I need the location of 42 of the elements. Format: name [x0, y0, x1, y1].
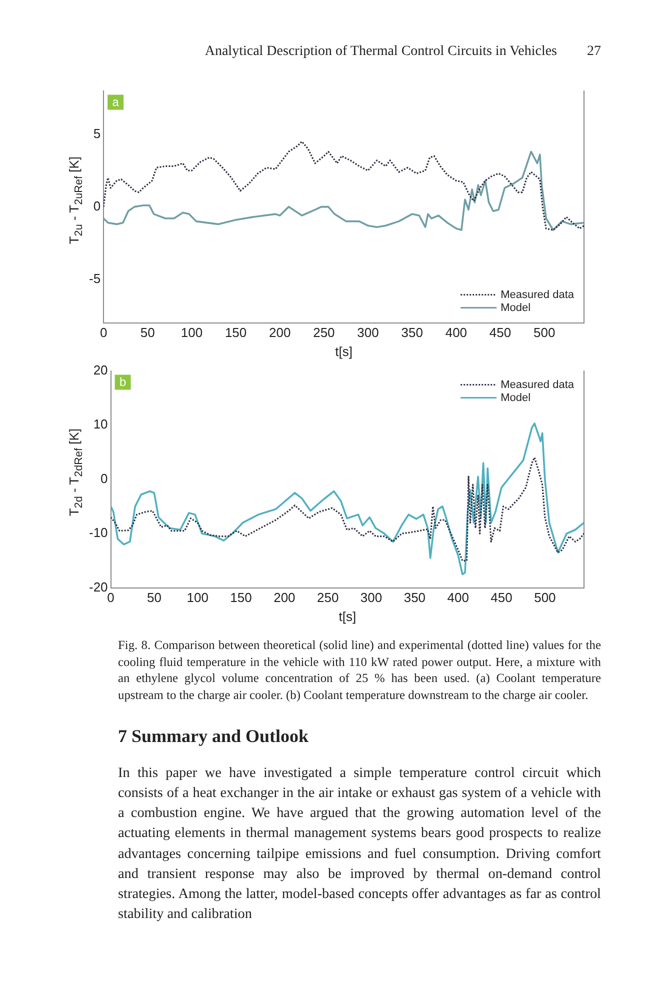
y-tick-label: 20 — [93, 362, 108, 378]
x-tick-label: 400 — [445, 325, 468, 340]
x-tick-label: 300 — [357, 325, 379, 340]
x-tick-label: 200 — [269, 325, 291, 340]
x-tick-label: 400 — [447, 590, 469, 606]
x-tick-label: 50 — [140, 325, 155, 340]
x-tick-label: 300 — [360, 590, 382, 606]
x-tick-label: 250 — [317, 590, 339, 606]
text: Analytical Description of Thermal Control Circuits in Vehicles — [204, 44, 557, 61]
caption: Fig. 8. Comparison between theoretical (solid line) and experimental (dotted line) values for the cooling fluid temperature in the vehicle with 110 kW rated power output. Here, a mixture with an ethylene glycol volume concentration of 25 % has been used. (a) Coolant temperature upstream to the charge air cooler. (b) Coolant temperature downstream to the charge air cooler. — [118, 637, 601, 704]
x-tick-label: 150 — [224, 325, 247, 340]
x-tick-label: 350 — [401, 325, 423, 340]
x-tick-label: 50 — [146, 590, 162, 606]
x-tick-label: 500 — [533, 325, 556, 340]
x-axis-title: t[s] — [335, 344, 352, 359]
text: 27 — [587, 44, 601, 61]
x-tick-label: 100 — [180, 325, 203, 340]
chart-title: a — [112, 95, 120, 110]
x-tick-label: 500 — [534, 590, 556, 606]
x-tick-label: 250 — [313, 325, 335, 340]
y-tick-label: -5 — [88, 270, 101, 286]
text: 7 Summary and Outlook — [118, 726, 310, 747]
y-tick-label: -20 — [88, 579, 108, 594]
x-axis-title: t[s] — [338, 608, 356, 624]
y-tick-label: -10 — [88, 525, 108, 540]
y-tick-label: 5 — [93, 126, 101, 141]
legend-label: Model — [500, 392, 531, 404]
legend-label: Measured data — [500, 378, 575, 391]
text: In this paper we have investigated a simple temperature control circuit which consists of a heat exchanger in the air intake or exhaust gas system of a vehicle with a combustion engine. We have argued that the growing automation level of the actuating elements in thermal management systems bears good prospects to realize advantages concerning tailpipe emissions and fuel consumption. Driving comfort and transient response may also be improved by thermal on-demand control strategies. Among the latter, model-based concepts offer advantages as far as control stability and calibration — [118, 764, 601, 924]
y-tick-label: 0 — [100, 470, 108, 486]
x-tick-label: 200 — [274, 590, 296, 606]
line-series — [110, 456, 584, 562]
y-tick-label: 0 — [93, 198, 101, 214]
x-tick-label: 450 — [490, 590, 512, 606]
x-tick-label: 450 — [489, 325, 512, 340]
chart-title: b — [119, 375, 126, 390]
legend-label: Model — [500, 302, 531, 314]
x-tick-label: 150 — [230, 590, 252, 606]
legend-label: Measured data — [500, 288, 575, 301]
x-tick-label: 100 — [186, 590, 208, 606]
x-tick-label: 350 — [404, 590, 426, 606]
y-tick-label: 10 — [93, 416, 108, 432]
